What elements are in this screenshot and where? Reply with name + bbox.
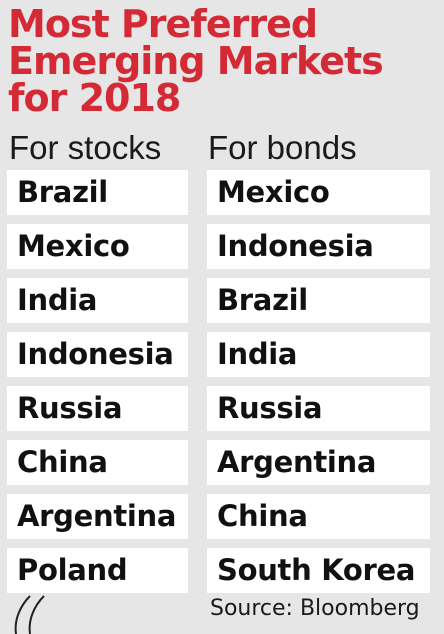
stocks-list-item: India <box>7 278 188 323</box>
stocks-list-item: Mexico <box>7 224 188 269</box>
title-line: Emerging Markets <box>8 39 384 83</box>
infographic-title: Most Preferred Emerging Markets for 2018 <box>8 2 438 120</box>
bonds-list-item: Argentina <box>207 440 430 485</box>
pen-stroke-decoration <box>14 595 45 634</box>
stocks-list-item: Argentina <box>7 494 188 539</box>
stocks-list: Brazil Mexico India Indonesia Russia Chi… <box>7 170 188 602</box>
bonds-list: Mexico Indonesia Brazil India Russia Arg… <box>207 170 430 602</box>
bonds-list-item: Brazil <box>207 278 430 323</box>
stocks-list-item: China <box>7 440 188 485</box>
bonds-list-item: India <box>207 332 430 377</box>
title-line: for 2018 <box>8 76 181 120</box>
bonds-list-item: Russia <box>207 386 430 431</box>
bonds-list-item: Indonesia <box>207 224 430 269</box>
bonds-list-item: South Korea <box>207 548 430 593</box>
bonds-list-item: Mexico <box>207 170 430 215</box>
stocks-list-item: Poland <box>7 548 188 593</box>
stocks-list-item: Indonesia <box>7 332 188 377</box>
source-credit: Source: Bloomberg <box>210 596 420 621</box>
stocks-list-item: Brazil <box>7 170 188 215</box>
stocks-list-item: Russia <box>7 386 188 431</box>
bonds-list-item: China <box>207 494 430 539</box>
stocks-column-heading: For stocks <box>9 129 162 166</box>
title-line: Most Preferred <box>8 2 318 46</box>
bonds-column-heading: For bonds <box>208 129 357 166</box>
